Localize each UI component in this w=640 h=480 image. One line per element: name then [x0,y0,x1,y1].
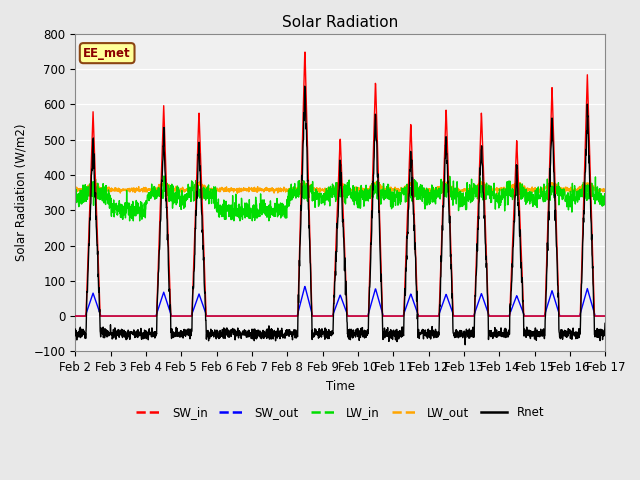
Title: Solar Radiation: Solar Radiation [282,15,399,30]
Legend: SW_in, SW_out, LW_in, LW_out, Rnet: SW_in, SW_out, LW_in, LW_out, Rnet [132,402,549,424]
X-axis label: Time: Time [326,380,355,393]
Y-axis label: Solar Radiation (W/m2): Solar Radiation (W/m2) [15,124,28,262]
Text: EE_met: EE_met [83,47,131,60]
